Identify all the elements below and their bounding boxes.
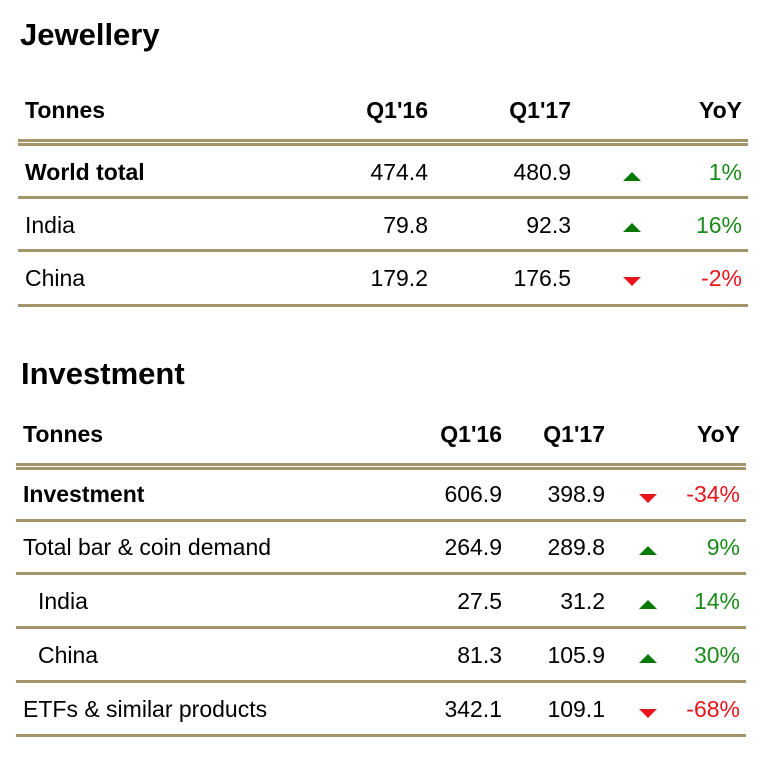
row-divider xyxy=(16,626,746,629)
header-yoy: YoY xyxy=(696,420,740,447)
q1-16-value: 474.4 xyxy=(370,158,428,185)
row-label: Total bar & coin demand xyxy=(23,533,272,560)
yoy-value: -2% xyxy=(701,264,742,291)
row-divider xyxy=(16,734,746,737)
q1-16-value: 27.5 xyxy=(457,587,502,614)
q1-17-value: 176.5 xyxy=(513,264,571,291)
down-arrow-icon xyxy=(623,277,641,286)
yoy-value: 14% xyxy=(693,587,740,614)
header-divider xyxy=(16,463,746,470)
q1-17-value: 480.9 xyxy=(513,158,571,185)
q1-17-value: 289.8 xyxy=(547,533,605,560)
q1-17-value: 105.9 xyxy=(547,641,605,668)
header-q1-16: Q1'16 xyxy=(366,96,428,123)
down-arrow-icon xyxy=(639,709,657,718)
row-divider xyxy=(16,519,746,522)
yoy-value: -68% xyxy=(686,695,740,722)
header-q1-17: Q1'17 xyxy=(543,420,605,447)
q1-17-value: 31.2 xyxy=(560,587,605,614)
row-label: India xyxy=(25,211,75,238)
row-divider xyxy=(16,680,746,683)
row-label: Investment xyxy=(23,480,145,507)
down-arrow-icon xyxy=(639,494,657,503)
q1-16-value: 606.9 xyxy=(444,480,502,507)
header-q1-17: Q1'17 xyxy=(509,96,571,123)
row-label: ETFs & similar products xyxy=(23,695,268,722)
q1-17-value: 398.9 xyxy=(547,480,605,507)
header-q1-16: Q1'16 xyxy=(440,420,502,447)
q1-17-value: 109.1 xyxy=(547,695,605,722)
q1-16-value: 81.3 xyxy=(457,641,502,668)
jewellery-table: Tonnes Q1'16 Q1'17 YoY World total 474.4… xyxy=(18,84,748,309)
investment-title: Investment xyxy=(21,356,185,391)
yoy-value: 1% xyxy=(708,158,742,185)
yoy-value: 9% xyxy=(706,533,740,560)
row-label: World total xyxy=(25,158,145,185)
table-row: China 179.2 176.5 -2% xyxy=(18,252,748,304)
header-tonnes: Tonnes xyxy=(25,96,106,123)
header-yoy: YoY xyxy=(698,96,742,123)
table-row: India 27.5 31.2 14% xyxy=(16,575,746,627)
q1-16-value: 264.9 xyxy=(444,533,502,560)
up-arrow-icon xyxy=(623,223,641,232)
header-tonnes: Tonnes xyxy=(23,420,104,447)
up-arrow-icon xyxy=(623,172,641,181)
q1-17-value: 92.3 xyxy=(526,211,571,238)
table-header-row: Tonnes Q1'16 Q1'17 YoY xyxy=(16,408,746,460)
q1-16-value: 179.2 xyxy=(370,264,428,291)
yoy-value: 30% xyxy=(693,641,740,668)
table-header-row: Tonnes Q1'16 Q1'17 YoY xyxy=(18,84,748,136)
q1-16-value: 79.8 xyxy=(383,211,428,238)
row-divider xyxy=(18,249,748,252)
jewellery-title: Jewellery xyxy=(20,17,160,52)
table-row: Total bar & coin demand 264.9 289.8 9% xyxy=(16,521,746,573)
investment-table: Tonnes Q1'16 Q1'17 YoY Investment 606.9 … xyxy=(16,408,746,740)
up-arrow-icon xyxy=(639,600,657,609)
table-row: India 79.8 92.3 16% xyxy=(18,199,748,251)
header-divider xyxy=(18,139,748,146)
row-divider xyxy=(18,304,748,307)
up-arrow-icon xyxy=(639,546,657,555)
table-row: China 81.3 105.9 30% xyxy=(16,629,746,681)
row-label: China xyxy=(38,641,99,668)
yoy-value: 16% xyxy=(695,211,742,238)
row-label: India xyxy=(38,587,88,614)
table-row: ETFs & similar products 342.1 109.1 -68% xyxy=(16,683,746,735)
yoy-value: -34% xyxy=(686,480,740,507)
q1-16-value: 342.1 xyxy=(444,695,502,722)
row-divider xyxy=(16,572,746,575)
table-row: Investment 606.9 398.9 -34% xyxy=(16,468,746,520)
up-arrow-icon xyxy=(639,654,657,663)
table-row: World total 474.4 480.9 1% xyxy=(18,146,748,198)
row-label: China xyxy=(25,264,86,291)
row-divider xyxy=(18,196,748,199)
